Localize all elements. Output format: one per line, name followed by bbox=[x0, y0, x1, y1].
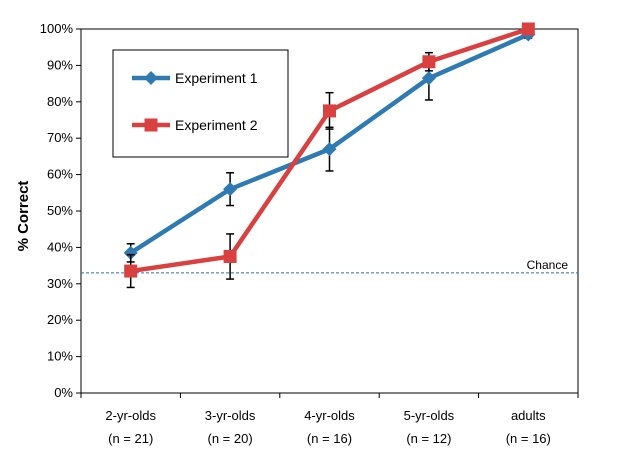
x-category-label: 3-yr-olds bbox=[205, 408, 256, 423]
y-tick-label: 30% bbox=[47, 276, 73, 291]
plot-area: 0% 10% 20% 30% 40% 50% 60% 70% 80% 90% 100% 2-yr-ol… bbox=[40, 21, 579, 446]
data-point bbox=[223, 250, 237, 263]
series-2 bbox=[124, 22, 535, 289]
y-tick-label: 0% bbox=[54, 385, 73, 400]
x-category-label: 5-yr-olds bbox=[404, 408, 455, 423]
chance-label: Chance bbox=[527, 258, 569, 272]
y-axis-title: % Correct bbox=[15, 181, 32, 252]
data-point bbox=[521, 22, 535, 36]
legend-marker bbox=[144, 118, 158, 132]
data-point bbox=[322, 142, 337, 157]
y-tick-label: 10% bbox=[47, 349, 73, 364]
y-tick-label: 40% bbox=[47, 239, 73, 254]
data-point bbox=[123, 245, 138, 260]
x-category-sublabel: (n = 20) bbox=[208, 431, 253, 446]
data-point bbox=[223, 182, 238, 197]
legend-label: Experiment 1 bbox=[175, 70, 258, 86]
y-tick-label: 100% bbox=[40, 21, 74, 36]
data-point bbox=[124, 264, 138, 278]
series-1 bbox=[123, 27, 536, 263]
legend: Experiment 1 Experiment 2 bbox=[112, 49, 289, 158]
y-tick-label: 60% bbox=[47, 167, 73, 182]
legend-label: Experiment 2 bbox=[175, 117, 258, 133]
x-category-label: 4-yr-olds bbox=[304, 408, 355, 423]
y-tick-label: 20% bbox=[47, 312, 73, 327]
legend-box bbox=[112, 49, 289, 158]
x-category-sublabel: (n = 16) bbox=[506, 431, 551, 446]
legend-marker bbox=[144, 71, 158, 85]
data-point bbox=[421, 71, 436, 86]
x-category-sublabel: (n = 21) bbox=[108, 431, 153, 446]
data-point bbox=[323, 104, 336, 118]
x-category-label: adults bbox=[511, 408, 546, 423]
y-axis-title-group: % Correct bbox=[15, 181, 32, 252]
y-tick-label: 50% bbox=[47, 203, 73, 218]
x-category-sublabel: (n = 16) bbox=[307, 431, 352, 446]
y-tick-label: 70% bbox=[47, 130, 73, 145]
y-tick-label: 80% bbox=[47, 94, 73, 109]
data-point bbox=[422, 55, 436, 69]
y-tick-label: 90% bbox=[47, 57, 73, 72]
x-category-label: 2-yr-olds bbox=[105, 408, 156, 423]
x-category-sublabel: (n = 12) bbox=[406, 431, 451, 446]
